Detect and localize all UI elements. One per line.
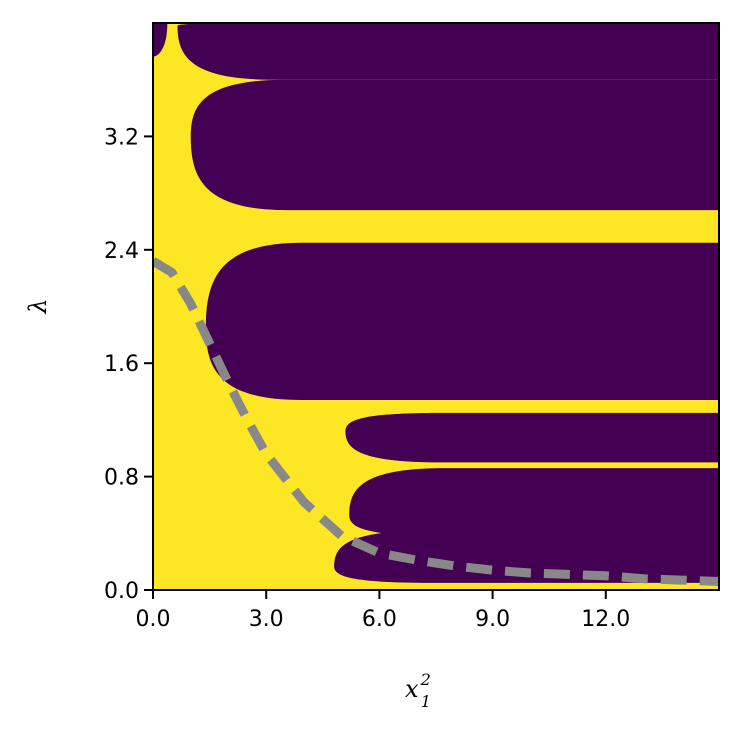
x-tick-label: 12.0 bbox=[581, 607, 630, 632]
x-axis-label-sup: 2 bbox=[420, 670, 431, 689]
x-tick-label: 6.0 bbox=[362, 607, 397, 632]
lobe-region bbox=[334, 530, 719, 583]
y-axis-label: λ bbox=[24, 298, 52, 314]
x-axis: 0.0 3.0 6.0 9.0 12.0 bbox=[136, 590, 630, 632]
lobe-region bbox=[190, 79, 719, 211]
y-tick-label: 1.6 bbox=[104, 352, 139, 377]
x-axis-label-base: x bbox=[405, 675, 419, 703]
y-tick-label: 0.0 bbox=[104, 579, 139, 604]
y-tick-label: 0.8 bbox=[104, 466, 139, 491]
y-axis: 0.0 0.8 1.6 2.4 3.2 bbox=[104, 125, 153, 604]
x-tick-label: 0.0 bbox=[136, 607, 171, 632]
x-tick-label: 9.0 bbox=[475, 607, 510, 632]
corner-lobe-region bbox=[153, 23, 168, 57]
x-axis-label-sub: 1 bbox=[421, 692, 431, 711]
x-tick-label: 3.0 bbox=[249, 607, 284, 632]
y-tick-label: 3.2 bbox=[104, 125, 139, 150]
lobes-layer bbox=[153, 23, 719, 583]
lobe-region bbox=[177, 23, 719, 80]
plot-frame bbox=[152, 22, 720, 591]
lobe-region bbox=[345, 412, 719, 463]
dashed-curve bbox=[153, 257, 719, 586]
y-tick-label: 2.4 bbox=[104, 239, 139, 264]
curve-layer bbox=[153, 257, 719, 586]
lobe-region bbox=[349, 468, 719, 537]
lobe-region bbox=[205, 242, 719, 401]
